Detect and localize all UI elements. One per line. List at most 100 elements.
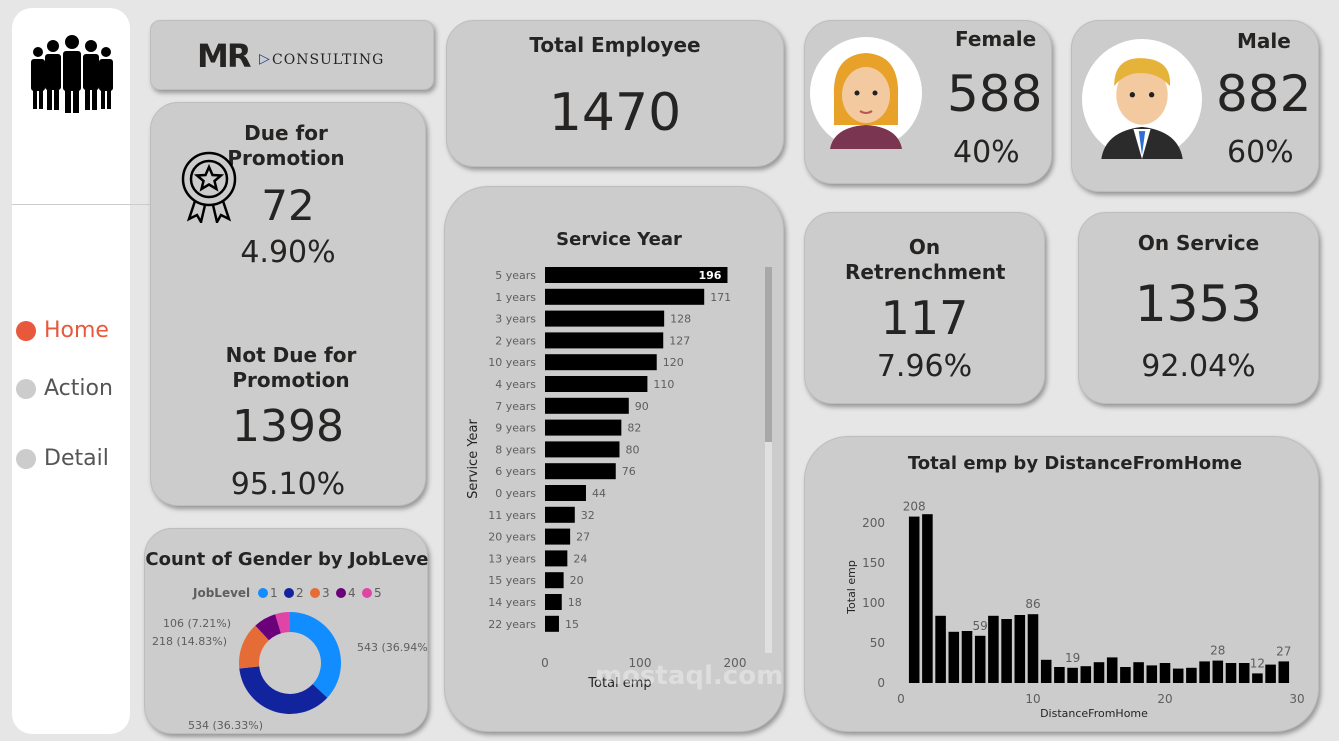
bar bbox=[545, 354, 657, 371]
sidebar-nav: Home Action Detail bbox=[12, 8, 157, 734]
scrollbar-thumb[interactable] bbox=[765, 267, 772, 442]
data-label: 18 bbox=[568, 596, 582, 609]
award-ribbon-icon bbox=[181, 151, 237, 223]
male-avatar-icon bbox=[1082, 39, 1202, 159]
data-label: 106 (7.21%) bbox=[163, 617, 231, 630]
logo-brand: MR bbox=[197, 37, 252, 75]
y-tick-label: 50 bbox=[870, 636, 885, 650]
y-tick-label: 0 bbox=[877, 676, 885, 690]
bar bbox=[1278, 661, 1290, 683]
bar bbox=[545, 441, 620, 458]
donut-slice bbox=[290, 612, 341, 698]
female-card: Female 588 40% bbox=[804, 20, 1052, 184]
chart-title: Total emp by DistanceFromHome bbox=[908, 453, 1242, 474]
data-label: 19 bbox=[1065, 651, 1080, 665]
logo-card: MR ▷ CONSULTING bbox=[150, 20, 434, 90]
chart-title: Service Year bbox=[556, 229, 682, 250]
data-label: 32 bbox=[581, 509, 595, 522]
bar bbox=[1120, 667, 1131, 683]
female-avatar-icon bbox=[810, 37, 922, 149]
bar bbox=[1001, 619, 1012, 683]
legend-swatch bbox=[284, 588, 294, 598]
due-pct: 4.90% bbox=[240, 235, 336, 270]
x-tick-label: 10 bbox=[1025, 692, 1040, 706]
x-tick-label: 0 bbox=[897, 692, 905, 706]
legend-label: 1 bbox=[270, 586, 278, 600]
bar bbox=[545, 419, 622, 436]
card-pct: 92.04% bbox=[1141, 349, 1256, 384]
data-label: 76 bbox=[622, 465, 636, 478]
bar bbox=[1225, 663, 1237, 683]
data-label: 86 bbox=[1025, 597, 1040, 611]
y-tick-label: 9 years bbox=[495, 422, 536, 435]
y-tick-label: 200 bbox=[862, 516, 885, 530]
bar bbox=[974, 635, 986, 683]
joblevel-chart: Count of Gender by JobLevel JobLevel 1 2 3 4 5… bbox=[145, 549, 434, 732]
bar bbox=[1040, 659, 1052, 683]
active-dot-icon bbox=[16, 320, 36, 341]
bar bbox=[922, 514, 933, 683]
divider bbox=[12, 204, 157, 205]
y-tick-label: 4 years bbox=[495, 378, 536, 391]
y-tick-label: 6 years bbox=[495, 465, 536, 478]
bar bbox=[1199, 661, 1210, 683]
y-tick-label: 3 years bbox=[495, 313, 536, 326]
y-axis-label: Service Year bbox=[466, 418, 481, 498]
service-year-card: Service Year 5 years 196 1 years 171 3 years 1… bbox=[444, 186, 784, 732]
bar bbox=[545, 550, 568, 567]
bar bbox=[545, 332, 664, 349]
bar bbox=[1067, 667, 1078, 683]
bar bbox=[1027, 614, 1039, 683]
service-year-chart: Service Year 5 years 196 1 years 171 3 years 1… bbox=[466, 229, 746, 691]
bar bbox=[545, 506, 575, 523]
bar bbox=[1054, 667, 1065, 683]
distance-chart: Total emp by DistanceFromHome05010015020… bbox=[845, 453, 1305, 720]
card-pct: 40% bbox=[953, 135, 1020, 170]
card-value: 1470 bbox=[548, 83, 682, 143]
bar bbox=[948, 631, 960, 683]
legend-label: 4 bbox=[348, 586, 356, 600]
y-tick-label: 20 years bbox=[488, 531, 536, 544]
due-value: 72 bbox=[261, 181, 315, 225]
y-tick-label: 11 years bbox=[488, 509, 536, 522]
data-label: 543 (36.94%) bbox=[357, 641, 429, 654]
data-label: 15 bbox=[565, 618, 579, 631]
card-pct: 60% bbox=[1227, 135, 1294, 170]
data-label: 171 bbox=[710, 291, 731, 304]
scrollbar[interactable] bbox=[765, 267, 772, 653]
legend-swatch bbox=[258, 588, 268, 598]
bar bbox=[1093, 662, 1105, 683]
data-label: 534 (36.33%) bbox=[188, 719, 263, 732]
y-tick-label: 8 years bbox=[495, 443, 536, 456]
data-label: 27 bbox=[1276, 644, 1291, 658]
nav-detail[interactable]: Detail bbox=[16, 446, 109, 471]
nav-label: Detail bbox=[44, 446, 109, 471]
bar bbox=[1238, 663, 1250, 683]
card-pct: 7.96% bbox=[876, 349, 973, 384]
card-title: On Retrenchment bbox=[845, 235, 1006, 284]
card-title: Male bbox=[1237, 29, 1291, 53]
logo-sub: CONSULTING bbox=[272, 52, 385, 68]
bar bbox=[545, 528, 571, 545]
nav-action[interactable]: Action bbox=[16, 376, 113, 401]
bar bbox=[1146, 665, 1158, 683]
y-tick-label: 22 years bbox=[488, 618, 536, 631]
legend-swatch bbox=[336, 588, 346, 598]
legend-label: 5 bbox=[374, 586, 382, 600]
bar bbox=[545, 376, 648, 392]
bar bbox=[988, 615, 999, 683]
y-tick-label: 5 years bbox=[495, 269, 536, 282]
y-tick-label: 100 bbox=[862, 596, 885, 610]
donut-slice bbox=[275, 612, 290, 634]
bar bbox=[1106, 657, 1118, 683]
bar bbox=[545, 594, 562, 610]
data-label: 127 bbox=[669, 334, 690, 347]
x-tick-label: 100 bbox=[629, 656, 652, 670]
x-axis-label: DistanceFromHome bbox=[1040, 707, 1148, 720]
nav-home[interactable]: Home bbox=[16, 318, 109, 343]
bar bbox=[1186, 667, 1197, 683]
x-tick-label: 20 bbox=[1157, 692, 1172, 706]
chart-title: Count of Gender by JobLevel bbox=[145, 549, 429, 570]
promotion-card: Due for Promotion 72 4.90% Not Due for P… bbox=[150, 102, 426, 506]
data-label: 110 bbox=[653, 378, 674, 391]
